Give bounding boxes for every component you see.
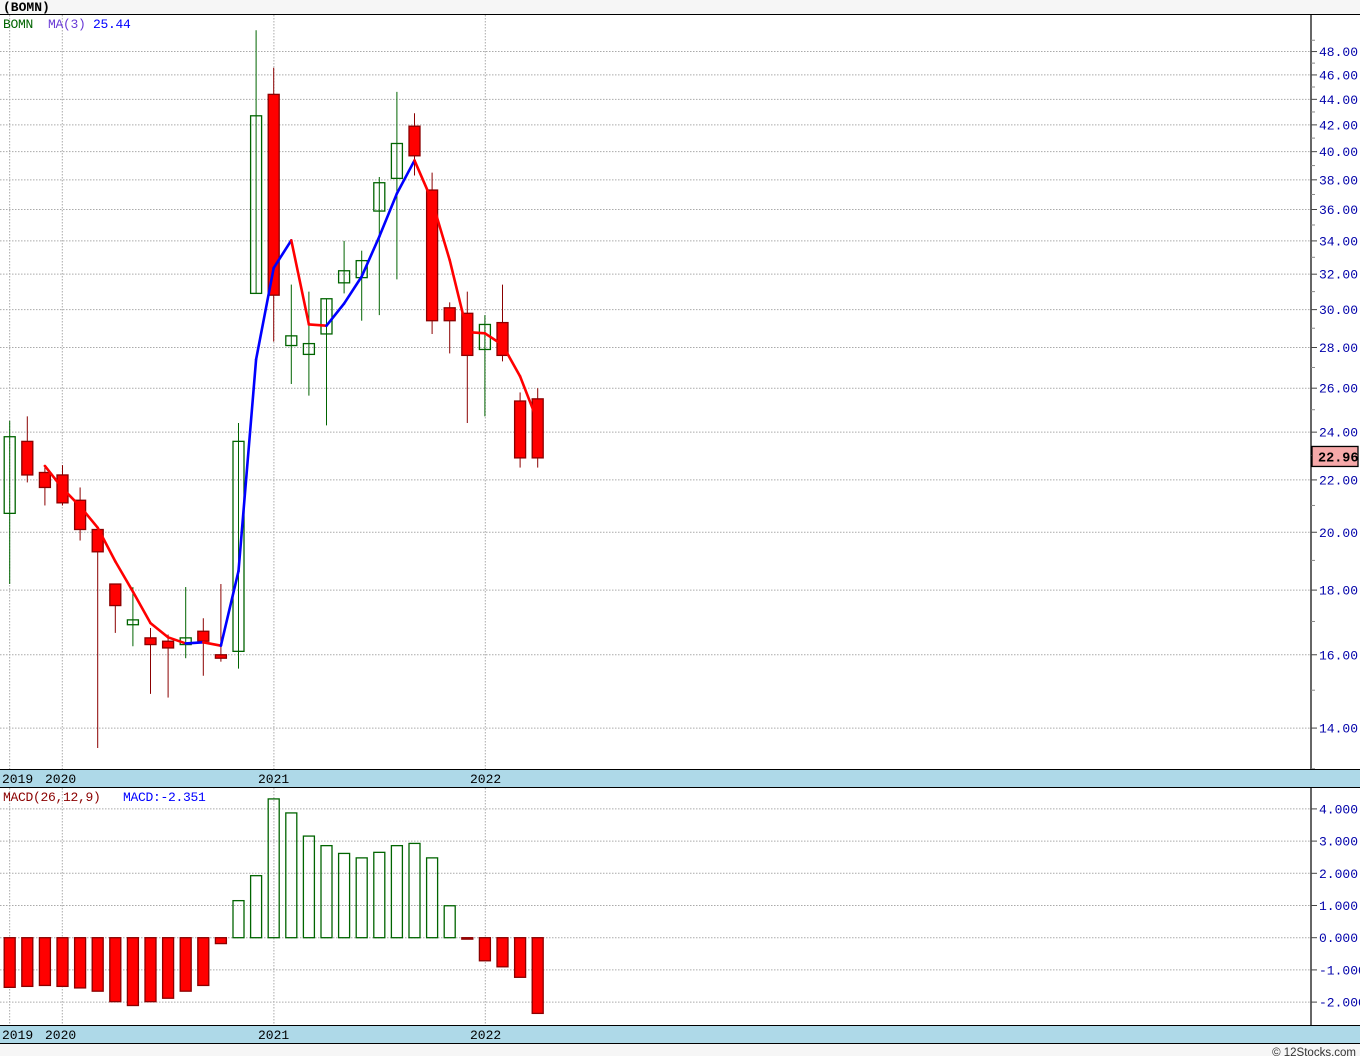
- svg-text:30.00: 30.00: [1319, 303, 1358, 318]
- svg-text:36.00: 36.00: [1319, 203, 1358, 218]
- svg-text:18.00: 18.00: [1319, 584, 1358, 599]
- svg-text:44.00: 44.00: [1319, 93, 1358, 108]
- svg-text:48.00: 48.00: [1319, 45, 1358, 60]
- svg-text:26.00: 26.00: [1319, 382, 1358, 397]
- svg-text:3.000: 3.000: [1319, 835, 1358, 850]
- svg-text:-1.000: -1.000: [1319, 963, 1360, 978]
- svg-text:34.00: 34.00: [1319, 234, 1358, 249]
- svg-text:2.000: 2.000: [1319, 867, 1358, 882]
- svg-text:32.00: 32.00: [1319, 268, 1358, 283]
- svg-text:22.96: 22.96: [1318, 451, 1359, 466]
- svg-text:28.00: 28.00: [1319, 341, 1358, 356]
- svg-text:16.00: 16.00: [1319, 648, 1358, 663]
- svg-text:14.00: 14.00: [1319, 722, 1358, 737]
- svg-text:24.00: 24.00: [1319, 426, 1358, 441]
- svg-text:38.00: 38.00: [1319, 173, 1358, 188]
- svg-text:20.00: 20.00: [1319, 526, 1358, 541]
- svg-text:42.00: 42.00: [1319, 118, 1358, 133]
- svg-text:1.000: 1.000: [1319, 899, 1358, 914]
- svg-text:4.000: 4.000: [1319, 802, 1358, 817]
- svg-text:-2.000: -2.000: [1319, 996, 1360, 1011]
- svg-text:22.00: 22.00: [1319, 473, 1358, 488]
- svg-text:0.000: 0.000: [1319, 931, 1358, 946]
- svg-text:46.00: 46.00: [1319, 68, 1358, 83]
- svg-text:40.00: 40.00: [1319, 145, 1358, 160]
